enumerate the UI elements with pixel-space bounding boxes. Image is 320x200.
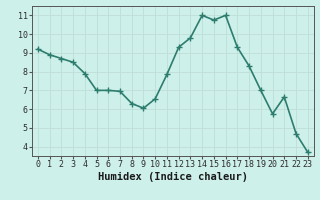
X-axis label: Humidex (Indice chaleur): Humidex (Indice chaleur): [98, 172, 248, 182]
